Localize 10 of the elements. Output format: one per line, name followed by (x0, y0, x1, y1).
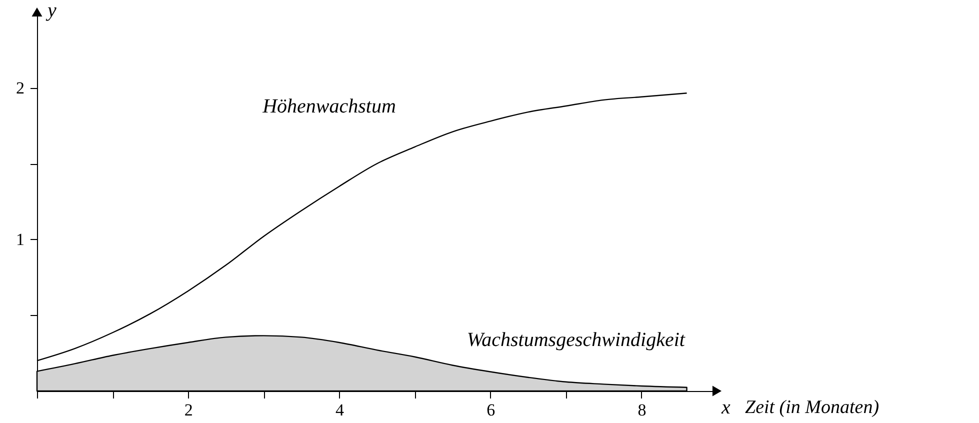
x-tick-label: 4 (335, 400, 344, 420)
x-axis-title: x (720, 396, 730, 418)
series-label: Wachstumsgeschwindigkeit (466, 328, 686, 351)
text: Zeit (in Monaten) (745, 397, 880, 418)
x-tick-label: 6 (486, 400, 496, 420)
x-tick-label: 8 (638, 400, 646, 420)
y-tick-label: 1 (16, 230, 24, 249)
series-label: Höhenwachstum (262, 95, 396, 118)
x-tick-label: 2 (184, 400, 193, 420)
y-axis-title: y (46, 0, 56, 22)
